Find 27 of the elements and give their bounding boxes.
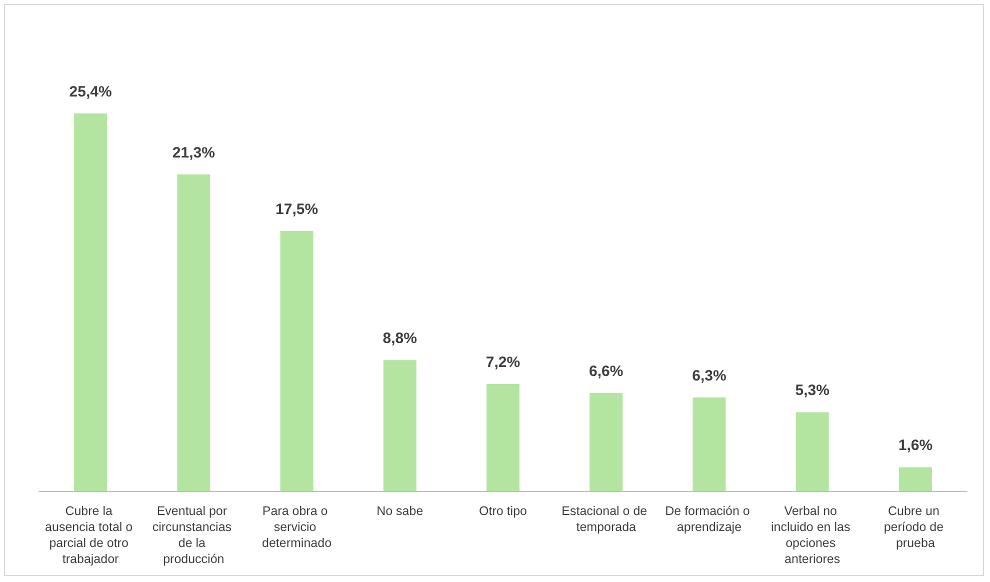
data-label: 17,5%	[276, 200, 318, 218]
bar	[383, 360, 416, 491]
bar	[590, 392, 623, 491]
data-label: 25,4%	[69, 83, 112, 100]
data-label: 21,3%	[172, 144, 215, 162]
data-label: 7,2%	[486, 354, 520, 371]
x-tick-label: Estacional o de temporada	[562, 504, 651, 534]
data-label: 1,6%	[898, 437, 933, 454]
x-tick-label: Otro tipo	[479, 504, 528, 518]
data-label: 8,8%	[382, 330, 417, 348]
bar	[796, 412, 829, 491]
x-tick-label: No sabe	[376, 504, 424, 518]
bar	[177, 174, 210, 491]
data-label: 6,3%	[692, 367, 726, 384]
bar	[74, 113, 108, 491]
x-tick-label: Eventual por circunstancias de la producción	[152, 504, 236, 566]
bar	[898, 467, 932, 491]
x-tick-label: Verbal no incluido en las opciones anteriores	[770, 504, 854, 566]
data-label: 6,6%	[589, 362, 624, 380]
data-label: 5,3%	[795, 382, 830, 400]
x-tick-label: De formación o aprendizaje	[665, 504, 754, 534]
bar	[486, 384, 520, 491]
x-tick-label: Cubre un período de prueba	[884, 504, 948, 550]
bar	[280, 230, 314, 491]
x-tick-label: Cubre la ausencia total o parcial de otro trabajador	[45, 504, 136, 566]
bar	[692, 397, 726, 491]
x-tick-label: Para obra o servicio determinado	[262, 504, 332, 550]
